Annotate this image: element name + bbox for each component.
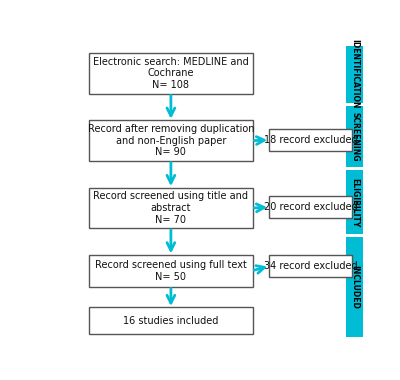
Text: 20 record excluded: 20 record excluded: [264, 202, 357, 212]
Text: IDENTIFICATION: IDENTIFICATION: [350, 39, 359, 108]
Text: INCLUDED: INCLUDED: [350, 265, 359, 309]
FancyBboxPatch shape: [89, 120, 253, 161]
FancyBboxPatch shape: [268, 255, 352, 277]
FancyBboxPatch shape: [268, 196, 352, 218]
FancyBboxPatch shape: [346, 237, 363, 337]
Text: 34 record excluded: 34 record excluded: [264, 261, 357, 271]
Text: Record after removing duplication
and non-English paper
N= 90: Record after removing duplication and no…: [88, 124, 254, 157]
Text: Record screened using full text
N= 50: Record screened using full text N= 50: [95, 260, 247, 282]
FancyBboxPatch shape: [89, 187, 253, 228]
Text: 16 studies included: 16 studies included: [123, 316, 218, 326]
Text: ELIGIBILITY: ELIGIBILITY: [350, 177, 359, 227]
FancyBboxPatch shape: [346, 106, 363, 167]
FancyBboxPatch shape: [89, 53, 253, 94]
Text: 18 record excluded: 18 record excluded: [264, 135, 357, 145]
FancyBboxPatch shape: [268, 129, 352, 151]
Text: Electronic search: MEDLINE and
Cochrane
N= 108: Electronic search: MEDLINE and Cochrane …: [93, 57, 249, 90]
FancyBboxPatch shape: [89, 307, 253, 334]
FancyBboxPatch shape: [89, 255, 253, 287]
Text: SCREENING: SCREENING: [350, 112, 359, 161]
FancyBboxPatch shape: [346, 46, 363, 103]
FancyBboxPatch shape: [346, 170, 363, 234]
Text: Record screened using title and
abstract
N= 70: Record screened using title and abstract…: [94, 192, 248, 225]
